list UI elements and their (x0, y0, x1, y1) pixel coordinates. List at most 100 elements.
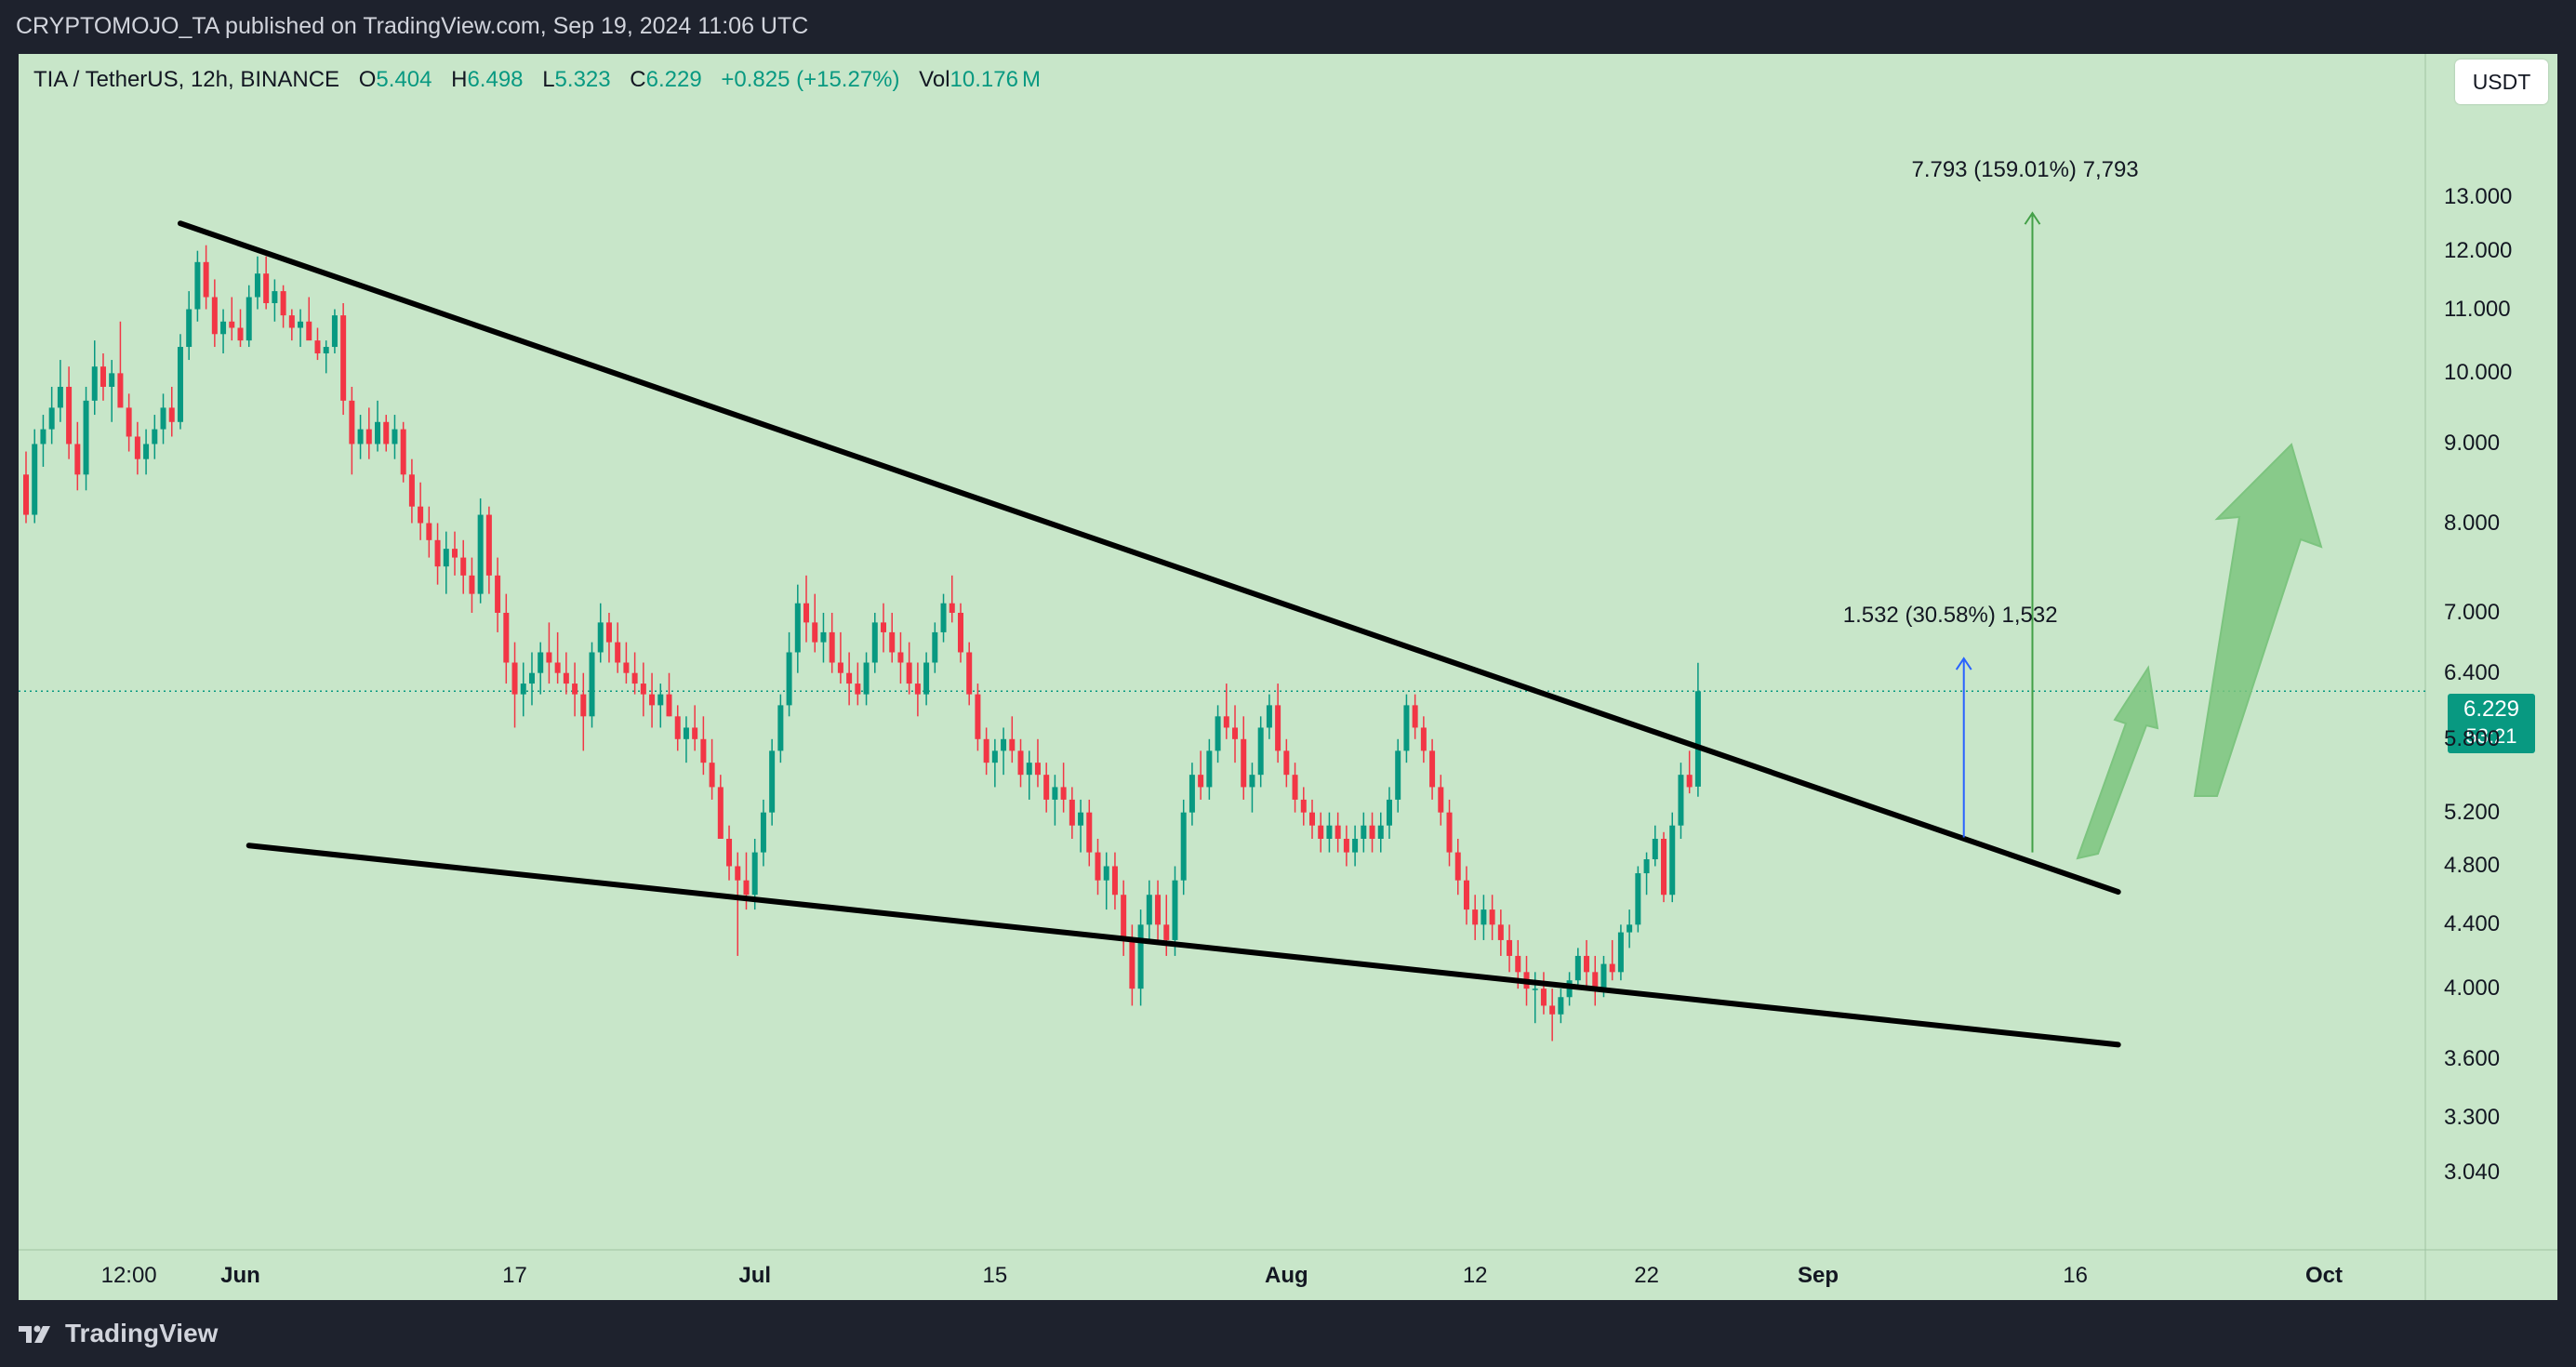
candle-body (1034, 763, 1041, 776)
candle-body (1188, 775, 1195, 813)
candle-body (503, 612, 510, 663)
legend-volume-label: Vol (919, 67, 950, 92)
candle-body (1412, 705, 1418, 728)
candle-body (1180, 812, 1187, 881)
candle-body (40, 429, 46, 445)
price-tick: 7.000 (2444, 599, 2501, 625)
candlestick-chart[interactable] (19, 54, 2557, 1300)
candle-body (735, 866, 741, 881)
legend-symbol: TIA / TetherUS, 12h, BINANCE (33, 67, 340, 92)
price-tick: 11.000 (2444, 296, 2511, 322)
candle-body (803, 603, 810, 623)
candle-body (418, 506, 424, 524)
price-tick: 4.800 (2444, 853, 2501, 879)
candle-body (940, 603, 947, 632)
candle-body (700, 738, 707, 763)
time-tick: 16 (2063, 1263, 2088, 1288)
candle-body (709, 763, 715, 788)
candle-body (889, 631, 896, 653)
time-tick: 15 (982, 1263, 1008, 1288)
candle-body (134, 436, 140, 459)
candle-body (1429, 750, 1436, 788)
candle-body (1326, 825, 1333, 840)
measure-arrowhead-1 (2024, 211, 2041, 225)
candle-body (1052, 787, 1058, 800)
legend-volume-unit: M (1021, 67, 1041, 92)
candle-body (520, 684, 526, 695)
symbol-legend: TIA / TetherUS, 12h, BINANCE O5.404 H6.4… (33, 67, 1041, 93)
candle-body (152, 429, 158, 445)
candle-body (1600, 963, 1607, 989)
candle-body (194, 261, 201, 310)
candle-body (1283, 750, 1290, 776)
candle-body (1609, 963, 1615, 973)
candle-body (331, 315, 338, 348)
candle-body (365, 429, 372, 445)
candle-body (314, 340, 321, 354)
candle-body (812, 622, 818, 643)
candle-body (1686, 775, 1693, 788)
candle-body (434, 539, 441, 567)
candle-body (1206, 750, 1213, 788)
candle-body (32, 444, 38, 515)
candle-body (100, 366, 106, 387)
candle-body (1043, 775, 1050, 800)
candle-body (1146, 895, 1152, 925)
candle-body (1069, 799, 1075, 826)
candle-body (1669, 825, 1676, 896)
candle-body (392, 429, 398, 445)
candle-body (1309, 812, 1315, 826)
candle-body (1172, 880, 1178, 940)
price-tick: 5.200 (2444, 799, 2501, 825)
candle-body (692, 727, 698, 739)
legend-high-label: H (451, 67, 468, 92)
candle-body (846, 672, 853, 684)
chart-pane[interactable]: TIA / TetherUS, 12h, BINANCE O5.404 H6.4… (19, 54, 2557, 1300)
candle-body (932, 631, 938, 663)
candle-body (83, 400, 89, 475)
candle-body (829, 631, 835, 663)
candle-body (1584, 955, 1590, 973)
candle-body (538, 652, 544, 673)
candle-body (726, 839, 733, 867)
candle-body (1661, 839, 1667, 896)
price-tick: 4.000 (2444, 975, 2501, 1002)
publish-header: CRYPTOMOJO_TA published on TradingView.c… (0, 0, 2576, 54)
candle-body (109, 373, 115, 387)
candle-body (1292, 775, 1298, 800)
legend-open-value: 5.404 (376, 67, 432, 92)
candle-body (1558, 997, 1564, 1015)
candle-body (649, 694, 656, 706)
projection-arrow-small (2076, 665, 2159, 860)
candle-body (597, 622, 604, 653)
candle-body (74, 444, 81, 475)
candle-body (229, 321, 235, 328)
currency-button[interactable]: USDT (2455, 60, 2548, 104)
candle-body (674, 716, 681, 739)
candle-body (1489, 909, 1495, 925)
candle-body (881, 622, 886, 632)
candle-body (349, 400, 355, 445)
candle-body (66, 386, 73, 445)
candle-body (1017, 750, 1024, 776)
candle-body (1369, 825, 1375, 840)
candle-body (966, 652, 973, 695)
candle-body (983, 738, 989, 763)
candle-body (1617, 932, 1624, 973)
candle-body (91, 366, 98, 401)
price-tick: 5.800 (2444, 725, 2501, 751)
candle-body (1137, 924, 1144, 989)
candle-body (871, 622, 878, 663)
candle-body (323, 347, 329, 354)
time-tick: Sep (1797, 1263, 1839, 1288)
tradingview-logo[interactable]: TradingView (19, 1319, 218, 1348)
candle-body (1241, 738, 1247, 788)
candle-body (1395, 750, 1401, 800)
price-tick: 3.600 (2444, 1046, 2501, 1072)
candle-body (1515, 955, 1521, 973)
candle-body (1352, 839, 1359, 853)
candle-body (1198, 775, 1204, 788)
candle-body (949, 603, 955, 613)
time-tick: 12:00 (100, 1263, 157, 1288)
candle-body (743, 880, 750, 896)
